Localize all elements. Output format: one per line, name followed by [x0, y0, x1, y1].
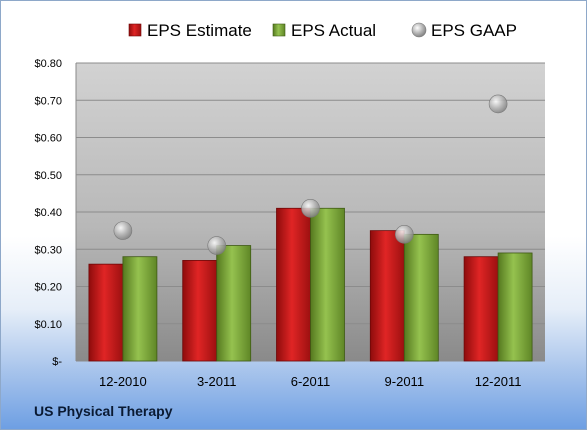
- marker-eps-gaap: [488, 94, 508, 114]
- bars: [88, 207, 533, 362]
- gaap-markers: [113, 94, 508, 255]
- y-tick-label: $0.40: [34, 207, 62, 219]
- legend-marker-eps-gaap: [411, 22, 427, 38]
- marker-eps-gaap: [301, 198, 320, 218]
- x-axis-labels: 12-2010 3-2011 6-2011 9-2011 12-2011: [99, 374, 521, 389]
- y-tick-label: $0.70: [34, 95, 62, 107]
- legend-label: EPS Actual: [291, 21, 376, 40]
- x-tick-label: 12-2010: [99, 374, 147, 389]
- marker-eps-gaap: [113, 221, 133, 240]
- company-name: US Physical Therapy: [34, 403, 173, 419]
- y-tick-label: $0.10: [34, 319, 62, 331]
- bar-eps-actual: [497, 252, 533, 362]
- x-tick-label: 6-2011: [291, 374, 331, 389]
- bar-eps-actual: [403, 233, 439, 362]
- bar-eps-estimate: [463, 256, 499, 362]
- y-tick-label: $0.50: [34, 170, 62, 182]
- legend-label: EPS GAAP: [431, 21, 517, 40]
- y-tick-label: $-: [52, 356, 62, 368]
- bar-eps-estimate: [182, 260, 218, 362]
- bar-eps-estimate: [369, 230, 405, 362]
- x-tick-label: 3-2011: [197, 374, 237, 389]
- y-tick-label: $0.20: [34, 282, 62, 294]
- bar-eps-estimate: [276, 207, 311, 362]
- bar-eps-actual: [216, 245, 252, 362]
- legend-swatch-eps-actual: [272, 23, 286, 37]
- y-tick-label: $0.30: [34, 244, 62, 256]
- marker-eps-gaap: [394, 225, 414, 244]
- marker-eps-gaap: [207, 236, 226, 255]
- legend: EPS Estimate EPS Actual EPS GAAP: [128, 21, 517, 40]
- bar-eps-actual: [122, 256, 158, 362]
- y-axis: $- $0.10 $0.20 $0.30 $0.40 $0.50 $0.60 $0.70 $0.…: [34, 58, 545, 368]
- y-tick-label: $0.60: [34, 133, 62, 145]
- y-tick-label: $0.80: [34, 58, 62, 70]
- legend-swatch-eps-estimate: [128, 23, 142, 37]
- x-tick-label: 12-2011: [475, 374, 522, 389]
- x-tick-label: 9-2011: [385, 374, 425, 389]
- bar-eps-actual: [310, 207, 345, 362]
- bar-eps-estimate: [88, 263, 124, 362]
- legend-label: EPS Estimate: [147, 21, 252, 40]
